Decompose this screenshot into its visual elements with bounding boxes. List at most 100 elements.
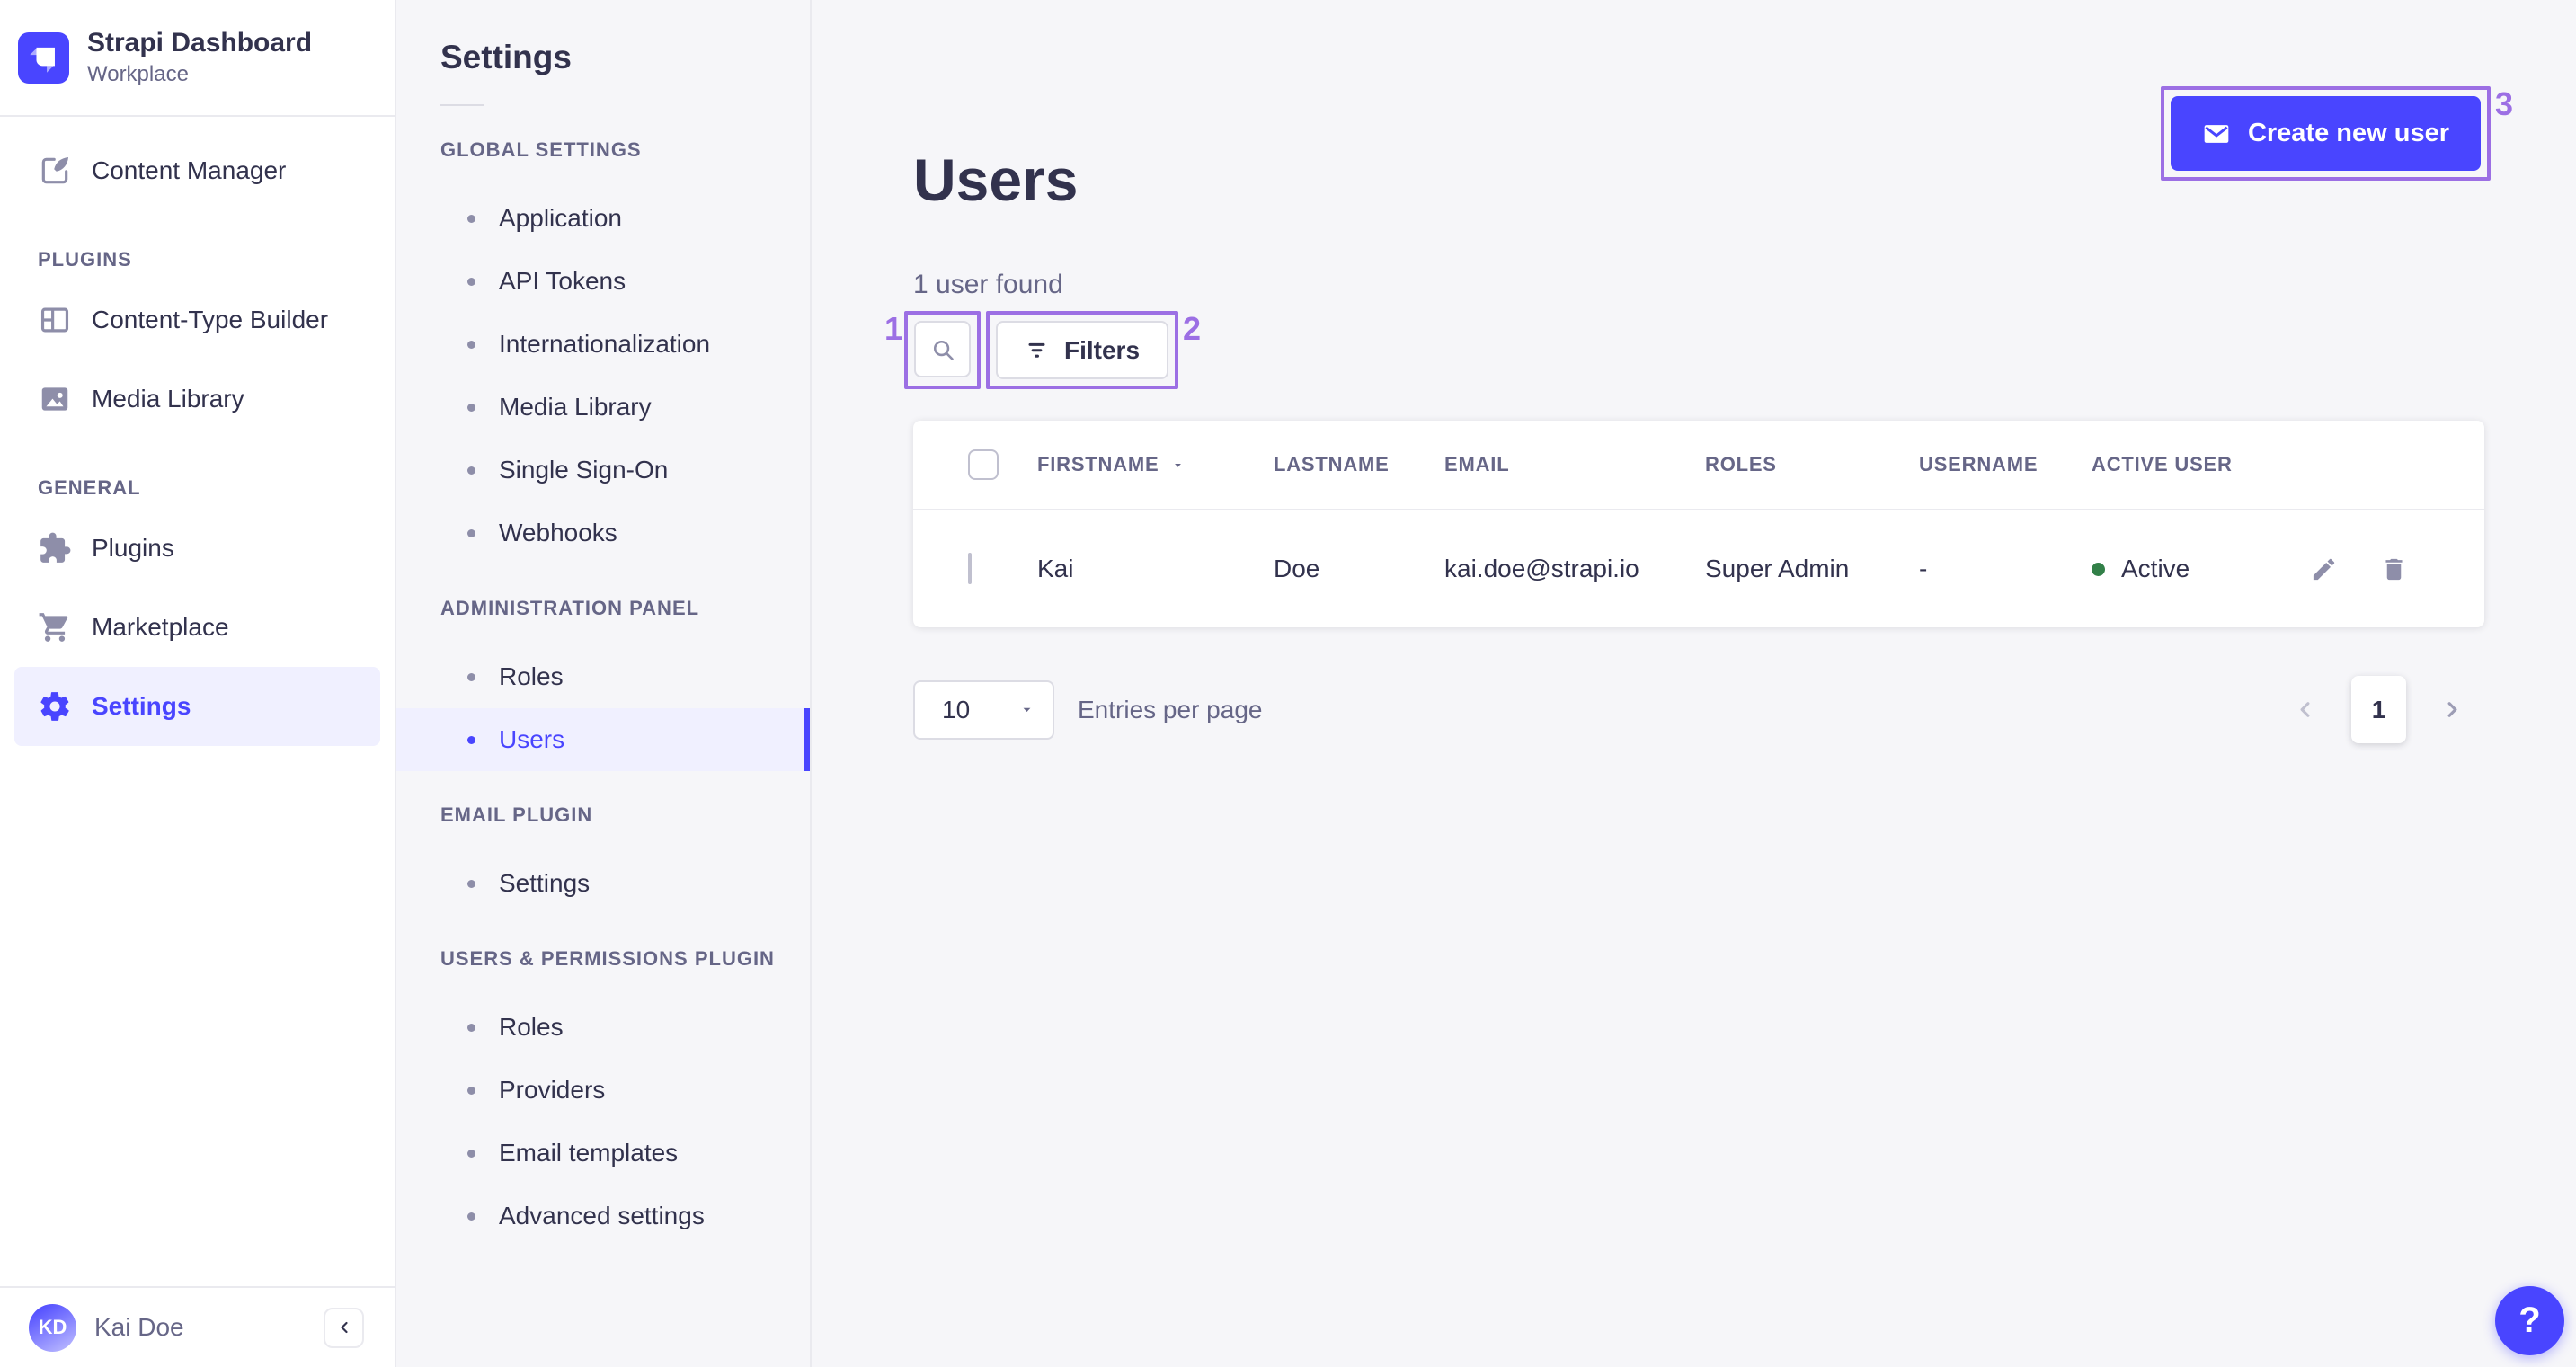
pencil-icon: [2310, 555, 2338, 583]
feather-icon: [38, 154, 72, 188]
subnav-item-up-providers[interactable]: Providers: [396, 1059, 810, 1122]
subnav-item-email-settings[interactable]: Settings: [396, 852, 810, 915]
status-badge: Active: [2121, 555, 2190, 582]
subnav-item-up-roles[interactable]: Roles: [396, 996, 810, 1059]
entries-per-page-label: Entries per page: [1078, 695, 1263, 723]
cell-email: kai.doe@strapi.io: [1444, 555, 1639, 582]
select-all-checkbox[interactable]: [968, 449, 999, 480]
envelope-icon: [2202, 120, 2231, 148]
annotation-label-3: 3: [2495, 85, 2514, 122]
subnav-item-api-tokens[interactable]: API Tokens: [396, 250, 810, 313]
column-header-label: ROLES: [1705, 453, 1777, 475]
main-content: Users 1 user found 3 Create new user 1: [812, 0, 2576, 1367]
subnav-section-header: USERS & PERMISSIONS PLUGIN: [440, 947, 775, 970]
settings-subnav: Settings GLOBAL SETTINGS Application API…: [396, 0, 812, 1367]
sidebar-user-footer: KD Kai Doe: [0, 1286, 395, 1367]
page-size-value: 10: [942, 695, 971, 723]
image-icon: [38, 382, 72, 416]
next-page-button[interactable]: [2440, 697, 2465, 722]
previous-page-button[interactable]: [2293, 697, 2317, 722]
subnav-item-label: Roles: [499, 1013, 564, 1041]
column-header-label: ACTIVE USER: [2092, 453, 2233, 475]
nav-item-content-type-builder[interactable]: Content-Type Builder: [14, 280, 380, 360]
cell-actions: [2310, 555, 2484, 583]
users-table: FIRSTNAME LASTNAME EMAIL ROLES USERNAME …: [913, 421, 2484, 627]
column-header-username[interactable]: USERNAME: [1919, 453, 2092, 476]
page-subtitle: 1 user found: [913, 270, 1063, 299]
workspace-switcher[interactable]: Strapi Dashboard Workplace: [0, 0, 395, 117]
active-status-dot-icon: [2092, 562, 2105, 576]
row-select-cell: [968, 553, 1037, 584]
bullet-icon: [467, 466, 475, 475]
nav-item-marketplace[interactable]: Marketplace: [14, 588, 380, 667]
nav-item-label: Content-Type Builder: [92, 306, 329, 333]
subnav-item-up-email-templates[interactable]: Email templates: [396, 1122, 810, 1185]
subnav-item-webhooks[interactable]: Webhooks: [396, 502, 810, 564]
subnav-section-administration-panel: ADMINISTRATION PANEL Roles Users: [396, 597, 810, 771]
main-sidebar: Strapi Dashboard Workplace Content Manag…: [0, 0, 396, 1367]
column-header-firstname[interactable]: FIRSTNAME: [1037, 453, 1274, 476]
caret-down-icon: [1019, 702, 1035, 717]
subnav-item-up-advanced-settings[interactable]: Advanced settings: [396, 1185, 810, 1247]
subnav-section-header: GLOBAL SETTINGS: [440, 138, 642, 161]
column-header-label: LASTNAME: [1274, 453, 1390, 475]
nav-item-media-library[interactable]: Media Library: [14, 360, 380, 439]
bullet-icon: [467, 672, 475, 681]
chevron-right-icon: [2440, 697, 2465, 722]
subnav-section-header: EMAIL PLUGIN: [440, 803, 593, 826]
column-header-label: FIRSTNAME: [1037, 453, 1159, 475]
edit-user-button[interactable]: [2310, 555, 2338, 583]
subnav-item-admin-users[interactable]: Users: [396, 708, 810, 771]
bullet-icon: [467, 277, 475, 286]
row-checkbox[interactable]: [968, 553, 972, 584]
collapse-sidebar-button[interactable]: [324, 1307, 364, 1348]
nav-item-content-manager[interactable]: Content Manager: [14, 131, 380, 210]
subnav-item-label: Advanced settings: [499, 1202, 705, 1229]
filters-button-label: Filters: [1064, 335, 1141, 364]
pagination-bar: 10 Entries per page 1: [913, 676, 2484, 743]
chevron-left-icon: [335, 1318, 353, 1336]
subnav-item-media-library[interactable]: Media Library: [396, 376, 810, 439]
create-new-user-label: Create new user: [2247, 119, 2449, 147]
subnav-item-single-sign-on[interactable]: Single Sign-On: [396, 439, 810, 502]
subnav-item-admin-roles[interactable]: Roles: [396, 645, 810, 708]
subnav-item-label: Webhooks: [499, 519, 617, 546]
bullet-icon: [467, 214, 475, 223]
delete-user-button[interactable]: [2380, 555, 2408, 583]
subnav-item-label: Single Sign-On: [499, 456, 669, 484]
layout-icon: [38, 303, 72, 337]
nav-item-plugins[interactable]: Plugins: [14, 509, 380, 588]
page-size-select[interactable]: 10: [913, 679, 1054, 740]
subnav-item-label: Application: [499, 204, 622, 232]
help-button[interactable]: ?: [2495, 1286, 2564, 1355]
subnav-item-label: Media Library: [499, 393, 652, 421]
bullet-icon: [467, 1086, 475, 1095]
subnav-item-internationalization[interactable]: Internationalization: [396, 313, 810, 376]
bullet-icon: [467, 403, 475, 412]
column-header-active-user[interactable]: ACTIVE USER: [2092, 453, 2310, 476]
workspace-title: Strapi Dashboard: [87, 28, 313, 58]
column-header-label: USERNAME: [1919, 453, 2039, 475]
column-header-email[interactable]: EMAIL: [1444, 453, 1705, 476]
table-row[interactable]: Kai Doe kai.doe@strapi.io Super Admin - …: [913, 510, 2484, 627]
subnav-item-application[interactable]: Application: [396, 187, 810, 250]
cell-username: -: [1919, 555, 1928, 582]
nav-item-label: Media Library: [92, 385, 244, 413]
pager: 1: [2293, 676, 2465, 743]
cell-active-user: Active: [2092, 555, 2310, 583]
create-new-user-button[interactable]: Create new user: [2170, 96, 2481, 171]
column-header-lastname[interactable]: LASTNAME: [1274, 453, 1444, 476]
sort-descending-icon[interactable]: [1171, 458, 1185, 472]
annotation-label-1: 1: [884, 310, 902, 347]
page-number-button[interactable]: 1: [2351, 676, 2406, 743]
annotation-label-2: 2: [1183, 310, 1202, 347]
search-button[interactable]: [914, 321, 971, 377]
nav-item-settings[interactable]: Settings: [14, 667, 380, 746]
filters-button[interactable]: Filters: [996, 321, 1169, 379]
subnav-section-users-permissions: USERS & PERMISSIONS PLUGIN Roles Provide…: [396, 947, 810, 1247]
workspace-subtitle: Workplace: [87, 61, 189, 86]
avatar[interactable]: KD: [29, 1303, 76, 1352]
column-header-roles[interactable]: ROLES: [1705, 453, 1919, 476]
subnav-item-label: Providers: [499, 1076, 606, 1104]
user-name: Kai Doe: [94, 1313, 184, 1341]
